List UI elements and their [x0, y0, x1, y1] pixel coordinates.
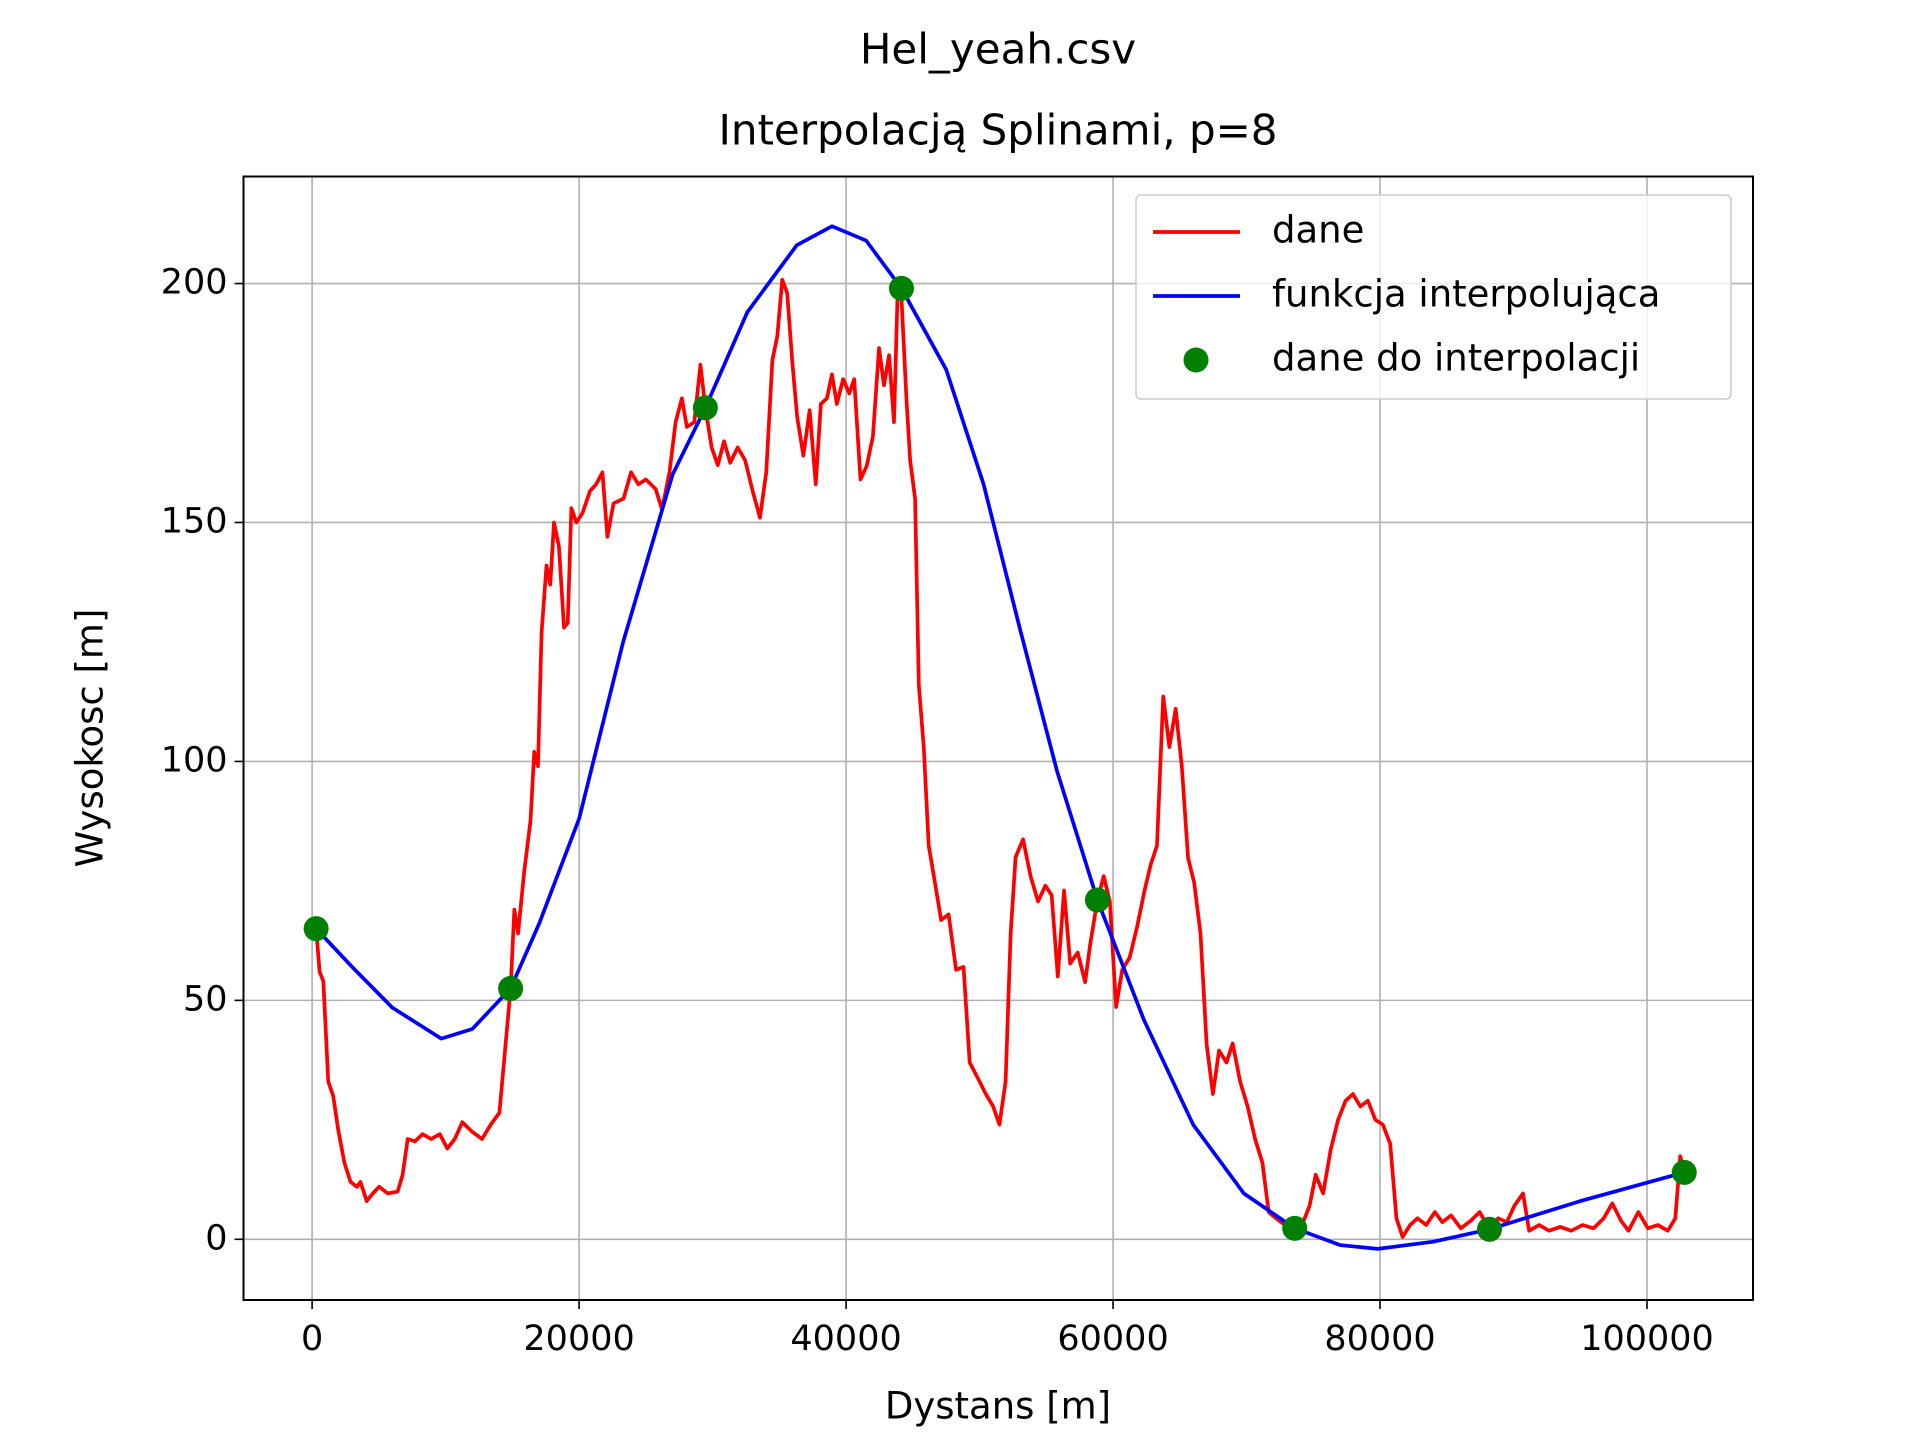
data-point: [1476, 1216, 1502, 1242]
legend: dane funkcja interpolująca dane do interpo…: [1135, 194, 1732, 400]
y-tick-label: 200: [161, 263, 228, 303]
legend-box: [1135, 194, 1732, 400]
x-tick-label: 40000: [790, 1319, 901, 1359]
legend-label: funkcja interpolująca: [1272, 273, 1660, 316]
data-point: [1671, 1159, 1697, 1185]
chart-title: Interpolacją Splinami, p=8: [718, 106, 1277, 155]
x-tick-label: 20000: [523, 1319, 634, 1359]
axes-frame: [242, 175, 1754, 1301]
data-point: [303, 916, 329, 942]
x-tick-label: 60000: [1057, 1319, 1168, 1359]
plot-area: [303, 224, 1697, 1251]
y-tick-label: 150: [161, 501, 228, 541]
data-point: [1282, 1215, 1308, 1241]
data-point: [692, 395, 718, 421]
legend-label: dane: [1272, 209, 1364, 252]
legend-marker: [1183, 347, 1209, 373]
legend-label: dane do interpolacji: [1272, 337, 1640, 380]
x-tick-label: 80000: [1324, 1319, 1435, 1359]
data-point: [1084, 887, 1110, 913]
y-tick-label: 0: [205, 1218, 227, 1258]
data-line: [314, 277, 1687, 1239]
x-tick-label: 100000: [1580, 1319, 1714, 1359]
y-axis-label: Wysokosc [m]: [69, 609, 112, 868]
suptitle: Hel_yeah.csv: [860, 25, 1136, 74]
y-tick-label: 100: [161, 740, 228, 780]
y-tick-label: 50: [183, 979, 228, 1019]
x-tick-label: 0: [301, 1319, 323, 1359]
x-axis-label: Dystans [m]: [885, 1385, 1111, 1428]
data-point: [888, 275, 914, 301]
data-point: [498, 975, 524, 1001]
